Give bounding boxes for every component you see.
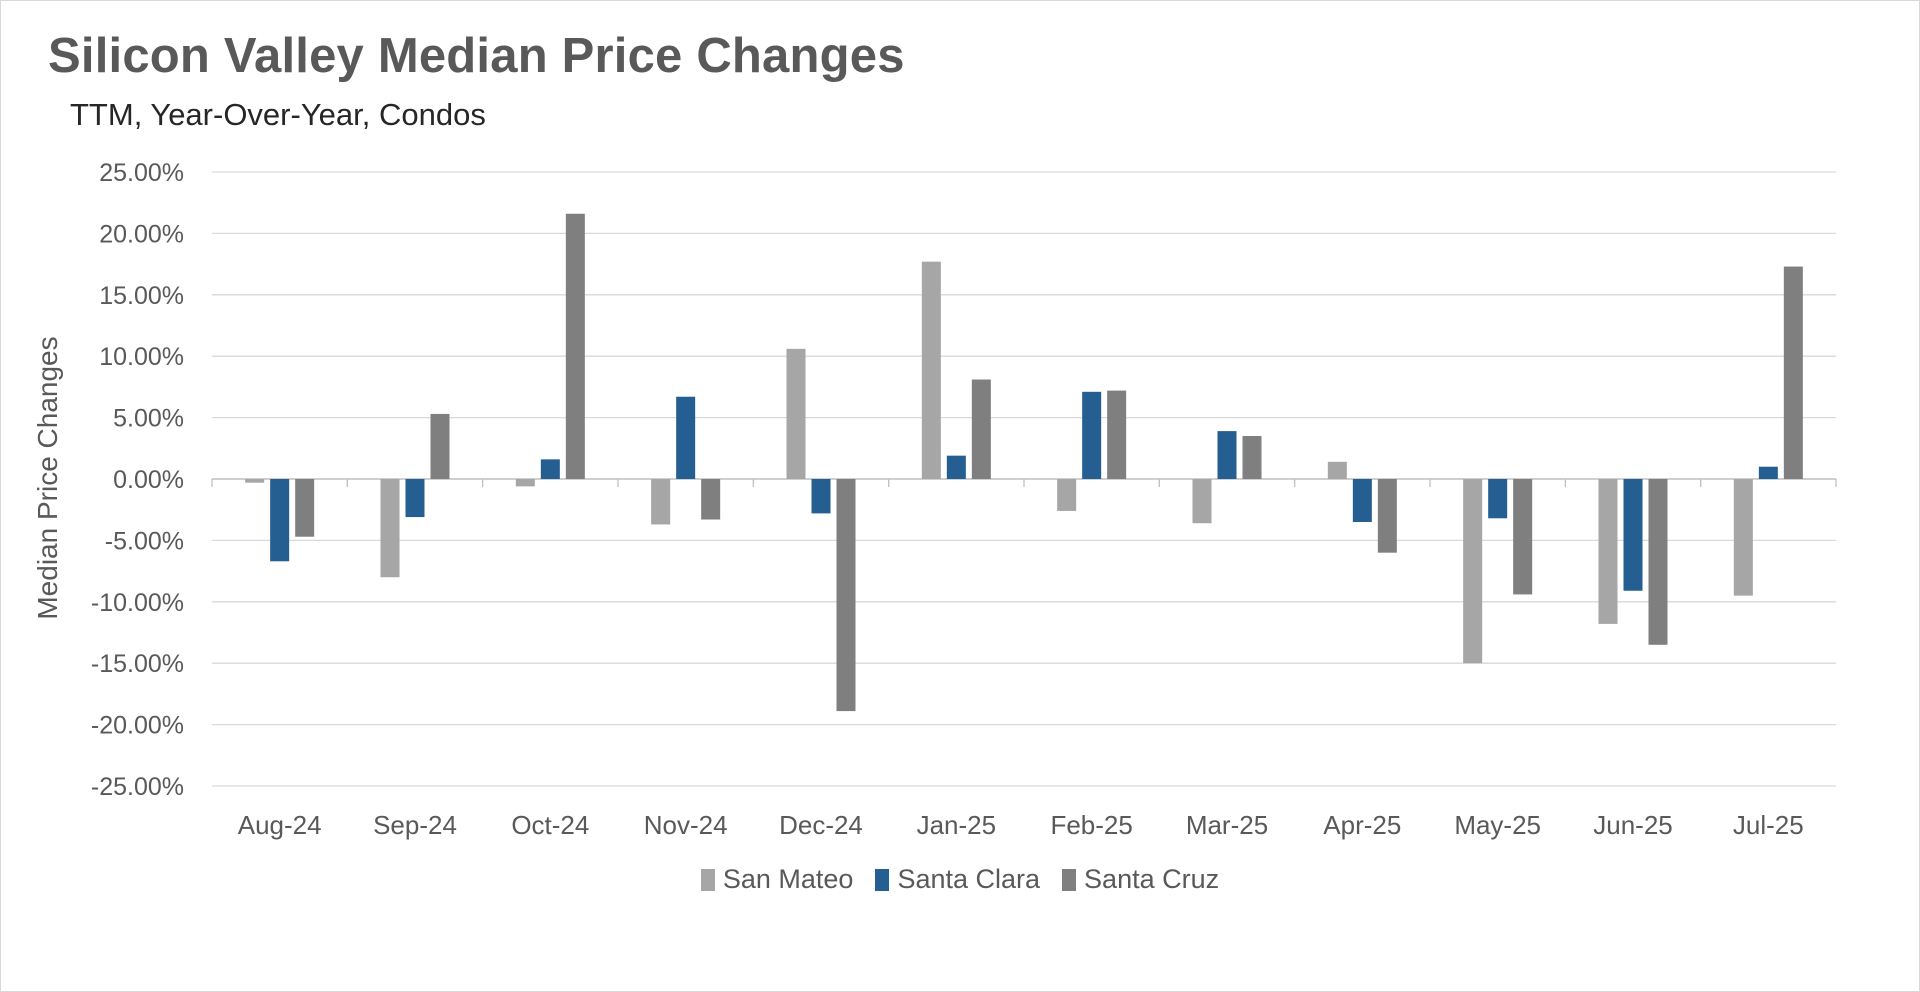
x-tick-label: Feb-25 (1050, 810, 1132, 840)
bar-santa-clara-oct-24 (540, 459, 560, 479)
bar-santa-clara-apr-25 (1352, 479, 1372, 522)
bar-santa-clara-may-25 (1488, 479, 1508, 519)
legend-item: Santa Cruz (1062, 864, 1219, 895)
bar-santa-cruz-aug-24 (295, 479, 315, 537)
bar-san-mateo-mar-25 (1192, 479, 1212, 524)
y-tick-label: -25.00% (91, 773, 184, 801)
bar-santa-cruz-may-25 (1513, 479, 1533, 595)
y-tick-label: 0.00% (113, 466, 184, 494)
bar-santa-clara-dec-24 (811, 479, 831, 514)
y-tick-label: -20.00% (91, 712, 184, 740)
bar-santa-clara-mar-25 (1217, 431, 1237, 479)
y-tick-label: 20.00% (99, 220, 184, 248)
bar-santa-cruz-apr-25 (1377, 479, 1397, 553)
x-tick-label: Aug-24 (238, 810, 322, 840)
y-tick-label: 10.00% (99, 343, 184, 371)
bar-santa-clara-jun-25 (1623, 479, 1643, 591)
legend-swatch (1062, 868, 1077, 891)
bar-san-mateo-apr-25 (1327, 461, 1347, 479)
chart-legend: San Mateo Santa Clara Santa Cruz (0, 864, 1920, 895)
x-tick-label: Nov-24 (644, 810, 728, 840)
bar-santa-cruz-jan-25 (971, 379, 991, 479)
chart-title: Silicon Valley Median Price Changes (48, 29, 905, 83)
bar-san-mateo-feb-25 (1057, 479, 1077, 511)
legend-item: Santa Clara (875, 864, 1040, 895)
legend-label: Santa Clara (897, 864, 1041, 894)
x-tick-label: May-25 (1454, 810, 1541, 840)
chart-subtitle: TTM, Year-Over-Year, Condos (70, 97, 486, 132)
bar-santa-clara-sep-24 (405, 479, 425, 518)
bar-santa-cruz-jul-25 (1783, 266, 1803, 479)
x-tick-label: Oct-24 (511, 810, 589, 840)
bar-san-mateo-jul-25 (1733, 479, 1753, 596)
y-tick-label: -15.00% (91, 650, 184, 678)
bar-santa-cruz-mar-25 (1242, 436, 1262, 479)
y-tick-label: 25.00% (99, 159, 184, 187)
x-tick-label: Jan-25 (917, 810, 997, 840)
bar-santa-cruz-dec-24 (836, 479, 856, 712)
bar-santa-clara-feb-25 (1082, 391, 1102, 479)
legend-label: San Mateo (722, 864, 854, 894)
y-tick-label: -10.00% (91, 589, 184, 617)
bar-san-mateo-oct-24 (515, 479, 535, 487)
bar-san-mateo-nov-24 (651, 479, 671, 525)
bar-santa-cruz-sep-24 (430, 413, 450, 479)
x-tick-label: Apr-25 (1323, 810, 1401, 840)
legend-label: Santa Cruz (1084, 864, 1220, 894)
bar-san-mateo-may-25 (1463, 479, 1483, 664)
x-tick-label: Jul-25 (1733, 810, 1804, 840)
bar-santa-cruz-nov-24 (701, 479, 721, 520)
legend-item: San Mateo (700, 864, 854, 895)
bar-san-mateo-dec-24 (786, 348, 806, 479)
x-tick-label: Mar-25 (1186, 810, 1268, 840)
y-tick-label: 15.00% (99, 282, 184, 310)
x-tick-label: Dec-24 (779, 810, 863, 840)
bar-santa-clara-nov-24 (676, 396, 696, 479)
legend-swatch (875, 868, 890, 891)
legend-swatch (700, 868, 715, 891)
bar-san-mateo-jun-25 (1598, 479, 1618, 624)
bar-san-mateo-jan-25 (921, 261, 941, 479)
y-tick-label: 5.00% (113, 405, 184, 433)
bar-san-mateo-sep-24 (380, 479, 400, 578)
bar-santa-cruz-jun-25 (1648, 479, 1668, 645)
x-tick-label: Jun-25 (1593, 810, 1673, 840)
bar-san-mateo-aug-24 (245, 479, 265, 483)
bar-santa-cruz-oct-24 (565, 213, 585, 479)
y-tick-label: -5.00% (105, 527, 184, 555)
x-tick-label: Sep-24 (373, 810, 457, 840)
bar-santa-clara-jan-25 (946, 455, 966, 479)
bar-santa-clara-aug-24 (270, 479, 290, 562)
bar-santa-clara-jul-25 (1758, 466, 1778, 479)
bar-santa-cruz-feb-25 (1107, 390, 1127, 479)
